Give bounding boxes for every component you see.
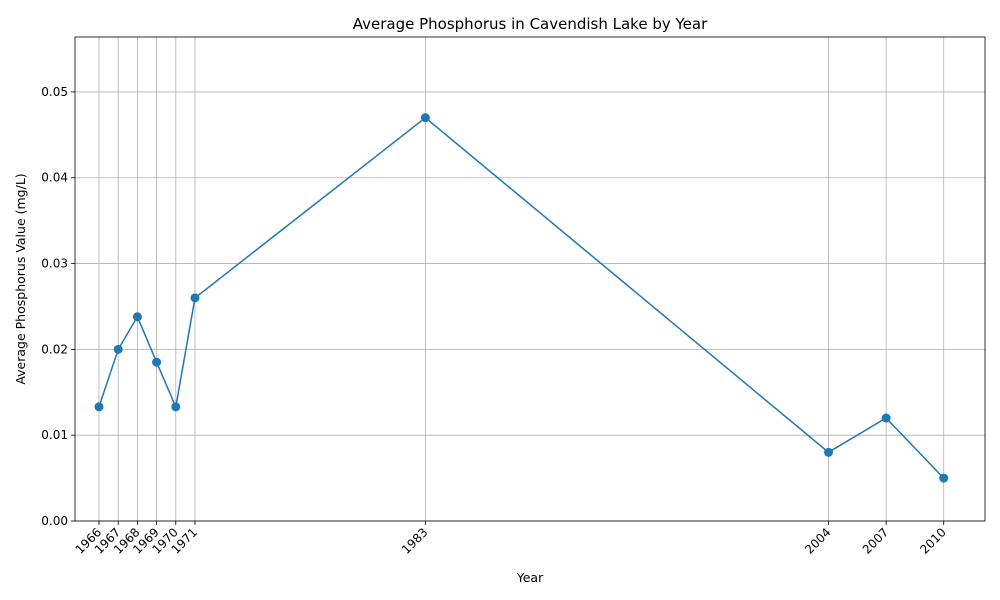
chart-title: Average Phosphorus in Cavendish Lake by …	[353, 15, 708, 33]
y-tick-label: 0.01	[41, 428, 68, 442]
plot-frame	[74, 36, 986, 522]
data-point	[420, 113, 430, 123]
data-point	[190, 293, 200, 303]
x-tick-label: 2004	[802, 525, 833, 556]
data-point	[171, 402, 181, 412]
data-point	[94, 402, 104, 412]
series-phosphorus	[94, 113, 949, 483]
y-tick-label: 0.02	[41, 342, 68, 356]
y-tick-label: 0.04	[41, 171, 68, 185]
y-tick-label: 0.05	[41, 85, 68, 99]
data-point	[113, 344, 123, 354]
x-tick-label: 2010	[917, 525, 948, 556]
data-point	[824, 447, 834, 457]
y-tick-label: 0.00	[41, 514, 68, 528]
x-tick-label: 1983	[399, 525, 430, 556]
series-line	[98, 116, 945, 479]
grid	[75, 37, 985, 522]
data-point	[881, 413, 891, 423]
axis-ticks: 0.000.010.020.030.040.051966196719681969…	[41, 85, 949, 557]
y-axis-label: Average Phosphorus Value (mg/L)	[13, 173, 28, 384]
data-point	[939, 473, 949, 483]
y-tick-label: 0.03	[41, 257, 68, 271]
data-point	[152, 357, 162, 367]
x-tick-label: 2007	[860, 525, 891, 556]
data-point	[132, 312, 142, 322]
x-axis-label: Year	[516, 570, 544, 585]
